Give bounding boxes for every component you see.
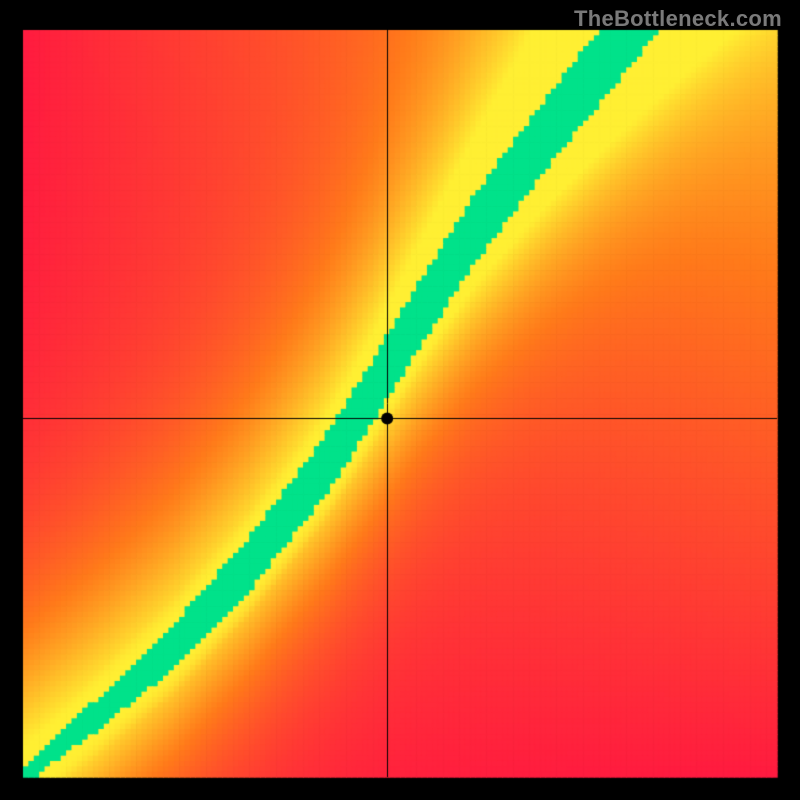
chart-container: TheBottleneck.com bbox=[0, 0, 800, 800]
heatmap-canvas bbox=[0, 0, 800, 800]
watermark-text: TheBottleneck.com bbox=[574, 6, 782, 32]
